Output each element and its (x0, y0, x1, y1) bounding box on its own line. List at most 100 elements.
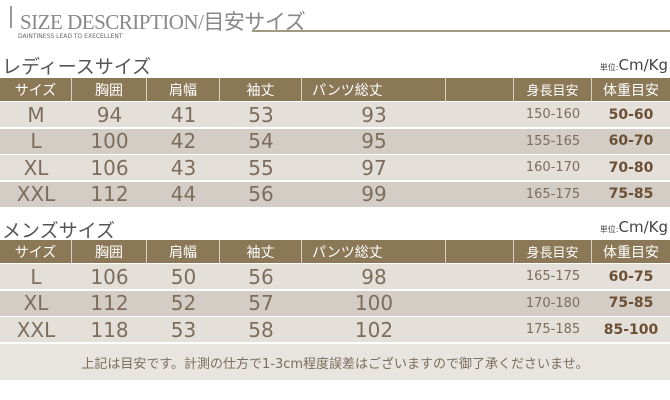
cell-text: 118 (90, 317, 129, 342)
cell-text: 55 (248, 155, 274, 180)
table-cell: XXL (0, 317, 72, 342)
table-cell: 94 (72, 102, 147, 127)
cell-text: 100 (354, 291, 394, 315)
cell-text: 150-160 (525, 107, 581, 122)
cell-text: 106 (90, 264, 129, 289)
cell-text: 102 (354, 317, 394, 342)
table-row: XXL 118 53 58 102 175-185 85-100 (0, 316, 670, 342)
unit-value: Cm/Kg (618, 56, 669, 74)
cell-text: 50 (170, 264, 197, 289)
table-cell: 54 (220, 129, 302, 154)
page-subtitle: DAINTINESS LEAD TO EXECELLENT (18, 33, 123, 40)
table-cell: 85-100 (592, 317, 670, 342)
table-cell: 112 (72, 182, 147, 207)
table-cell: 56 (220, 182, 302, 207)
table-cell: 106 (72, 264, 147, 289)
cell-text: パンツ総丈 (312, 244, 383, 261)
table-cell (446, 264, 514, 289)
table-cell: 53 (220, 102, 302, 127)
table-cell: L (0, 264, 72, 289)
cell-text: 胸囲 (95, 244, 123, 261)
cell-text: 52 (170, 291, 197, 315)
column-header: 体重目安 (592, 240, 670, 263)
cell-text: 60-75 (608, 268, 654, 285)
table-cell: 118 (72, 317, 147, 342)
column-header: 袖丈 (220, 78, 302, 101)
table-cell: 75-85 (592, 182, 670, 207)
table-cell: 150-160 (514, 102, 592, 127)
cell-text: 160-170 (525, 160, 581, 175)
cell-text: 93 (361, 102, 387, 127)
table-cell: 44 (147, 182, 220, 207)
column-header: 袖丈 (220, 240, 302, 263)
cell-text: XL (23, 155, 49, 180)
column-header: 肩幅 (147, 78, 220, 101)
page-header: SIZE DESCRIPTION/目安サイズ (10, 6, 670, 34)
column-header: 体重目安 (592, 78, 670, 101)
table-cell: XXL (0, 182, 72, 207)
table-cell: 75-85 (592, 291, 670, 316)
table-cell (446, 129, 514, 154)
table-cell: 60-70 (592, 129, 670, 154)
cell-text: 99 (361, 182, 387, 206)
cell-text: 57 (248, 291, 274, 315)
table-cell (446, 155, 514, 180)
cell-text: 袖丈 (246, 82, 275, 99)
table-cell: 95 (302, 129, 446, 154)
cell-text: M (27, 102, 45, 127)
table-cell: 93 (302, 102, 446, 127)
table-cell: 97 (302, 155, 446, 180)
cell-text: 体重目安 (603, 82, 659, 99)
cell-text: 112 (90, 291, 129, 315)
table-cell: 170-180 (514, 291, 592, 316)
table-cell: 57 (220, 291, 302, 316)
column-header (446, 240, 514, 263)
table-cell: 52 (147, 291, 220, 316)
table-cell: 70-80 (592, 155, 670, 180)
cell-text: 70-80 (608, 159, 654, 176)
cell-text: 95 (361, 129, 387, 153)
table-cell: M (0, 102, 72, 127)
cell-text: 58 (248, 317, 274, 342)
cell-text: 43 (170, 155, 197, 180)
column-header: 肩幅 (147, 240, 220, 263)
cell-text: L (30, 129, 42, 153)
unit-label: 単位:Cm/Kg (600, 218, 668, 236)
unit-value: Cm/Kg (618, 218, 669, 236)
section-title: レディースサイズ (2, 56, 152, 78)
column-header: パンツ総丈 (302, 78, 446, 101)
table-row: XL 106 43 55 97 160-170 70-80 (0, 154, 670, 180)
table-row: XL 112 52 57 100 170-180 75-85 (0, 289, 670, 316)
cell-text: 75-85 (608, 186, 654, 202)
title-underline (252, 30, 670, 32)
table-cell: 60-75 (592, 264, 670, 289)
cell-text: 42 (170, 129, 197, 153)
table-cell: 55 (220, 155, 302, 180)
column-header: サイズ (0, 78, 72, 101)
table-cell (446, 317, 514, 342)
cell-text: XXL (16, 317, 56, 342)
unit-label: 単位:Cm/Kg (600, 56, 668, 74)
table-cell: 98 (302, 264, 446, 289)
column-header (446, 78, 514, 101)
table-cell: 100 (72, 129, 147, 154)
cell-text: 胸囲 (95, 82, 123, 99)
table-row: L 100 42 54 95 155-165 60-70 (0, 127, 670, 154)
table-cell: 112 (72, 291, 147, 316)
cell-text: 97 (361, 155, 387, 180)
table-cell: 50 (147, 264, 220, 289)
cell-text: 75-85 (608, 295, 654, 311)
table-cell: XL (0, 155, 72, 180)
cell-text: 106 (90, 155, 129, 180)
table-header-row: サイズ 胸囲 肩幅 袖丈 パンツ総丈 身長目安 体重目安 (0, 78, 670, 101)
cell-text: 98 (361, 264, 387, 289)
table-cell: 53 (147, 317, 220, 342)
unit-prefix: 単位: (599, 225, 619, 234)
cell-text: 60-70 (608, 133, 654, 149)
cell-text: サイズ (14, 244, 57, 261)
table-cell: 155-165 (514, 129, 592, 154)
table-cell: XL (0, 291, 72, 316)
column-header: パンツ総丈 (302, 240, 446, 263)
table-cell: 99 (302, 182, 446, 207)
table-cell: 58 (220, 317, 302, 342)
